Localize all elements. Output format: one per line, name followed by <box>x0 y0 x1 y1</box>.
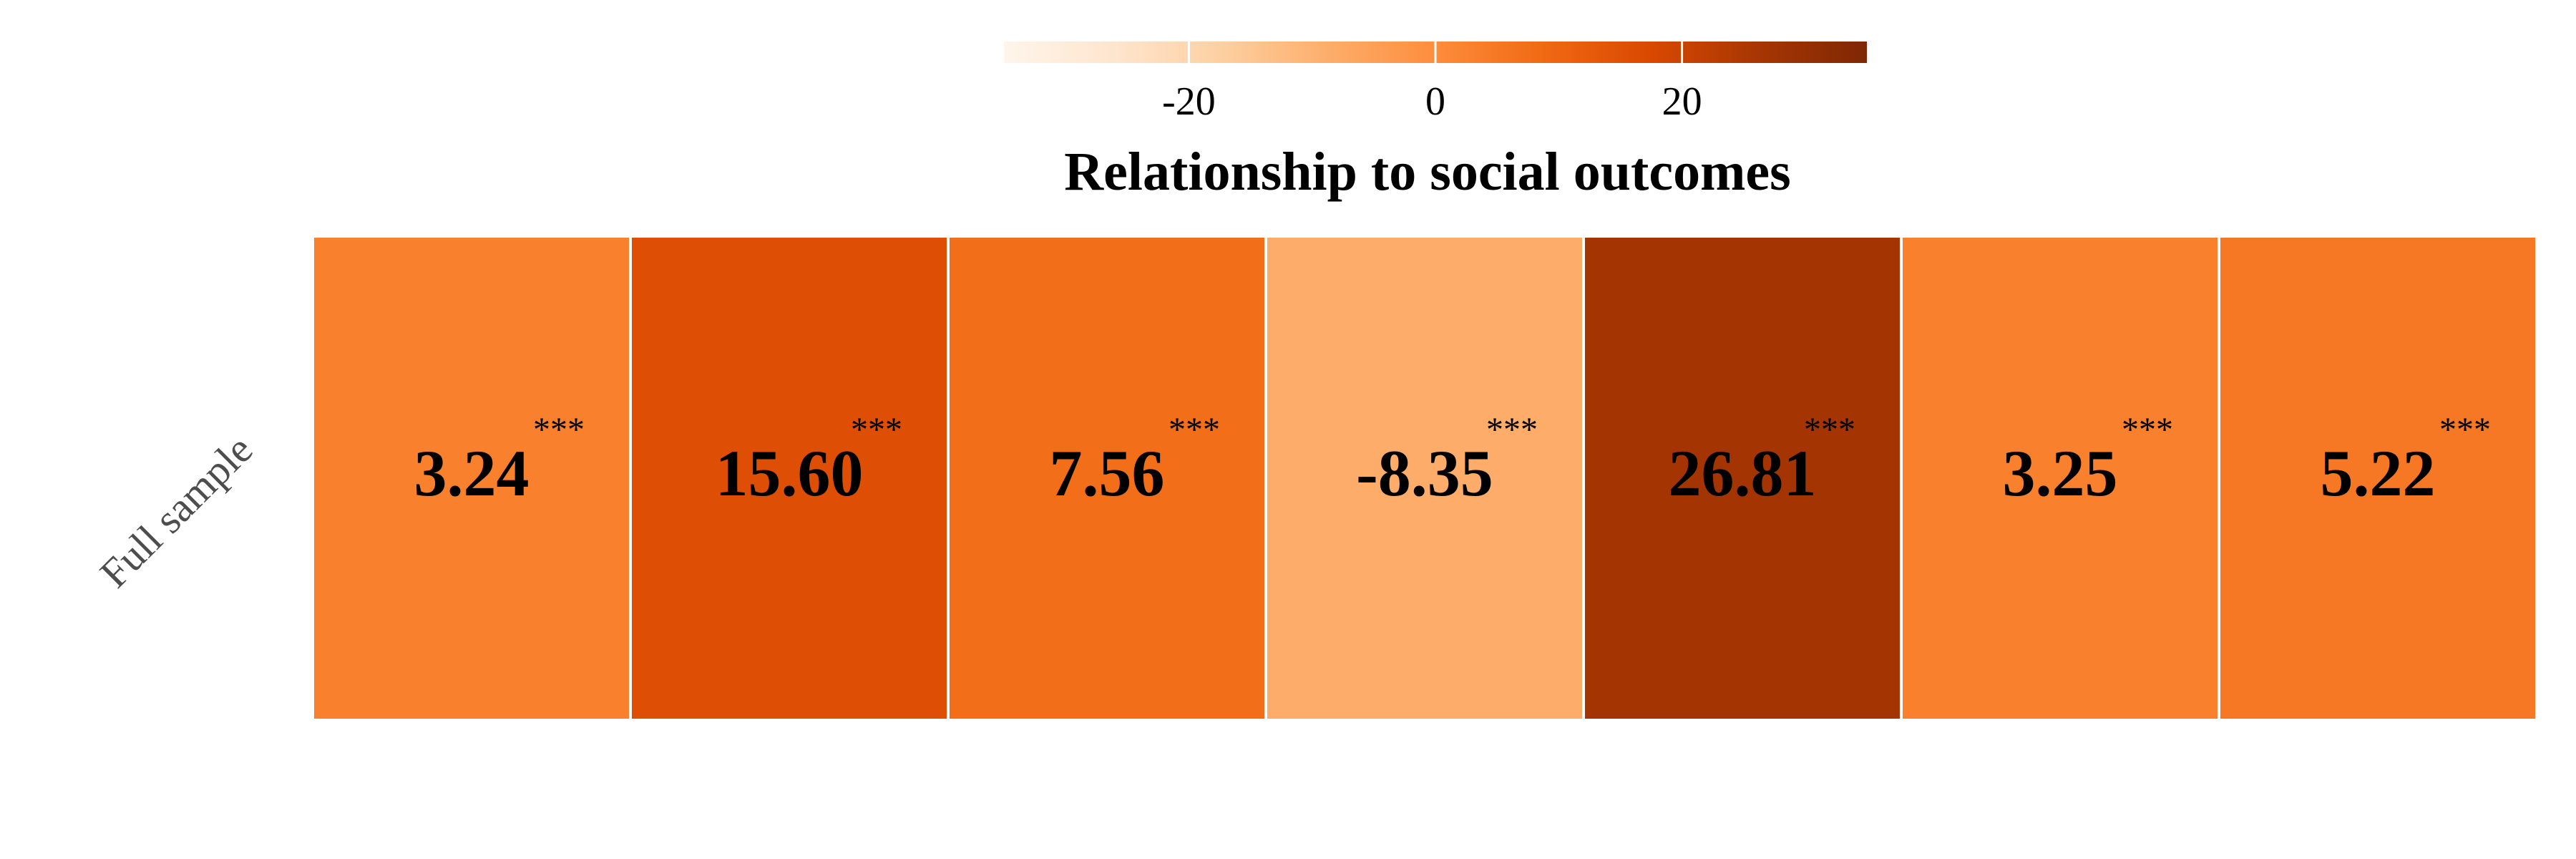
heatmap-cell <box>1582 235 1903 722</box>
cell-value-label: -8.35 <box>1356 437 1493 510</box>
chart-title: Relationship to social outcomes <box>1064 142 1790 202</box>
heatmap-cell <box>1900 235 2220 722</box>
cell-value-label: 3.24 <box>414 437 530 510</box>
heatmap-cell <box>311 235 632 722</box>
row-label: Full sample <box>91 426 261 596</box>
heatmap-cell <box>947 235 1267 722</box>
cell-value-label: 7.56 <box>1050 437 1165 510</box>
significance-stars: *** <box>1804 411 1855 449</box>
significance-stars: *** <box>1486 411 1538 449</box>
cell-value-label: 5.22 <box>2321 437 2436 510</box>
significance-stars: *** <box>851 411 902 449</box>
significance-stars: *** <box>533 411 585 449</box>
heatmap-cell <box>1264 235 1585 722</box>
significance-stars: *** <box>1169 411 1220 449</box>
significance-stars: *** <box>2122 411 2173 449</box>
colorbar: -20 0 20 <box>1004 42 1867 124</box>
heatmap-cell <box>2218 235 2538 722</box>
row-labels: Full sample <box>91 426 261 596</box>
cell-value-label: 3.25 <box>2003 437 2118 510</box>
colorbar-tick-label: 0 <box>1425 79 1445 124</box>
colorbar-ticks: -20 0 20 <box>1162 42 1702 124</box>
cell-value-label: 26.81 <box>1669 437 1817 510</box>
significance-stars: *** <box>2439 411 2491 449</box>
heatmap-cells: 3.24***15.60***7.56***-8.35***26.81***3.… <box>311 235 2538 722</box>
colorbar-tick-label: -20 <box>1162 79 1216 124</box>
colorbar-tick-label: 20 <box>1662 79 1702 124</box>
cell-value-label: 15.60 <box>716 437 864 510</box>
